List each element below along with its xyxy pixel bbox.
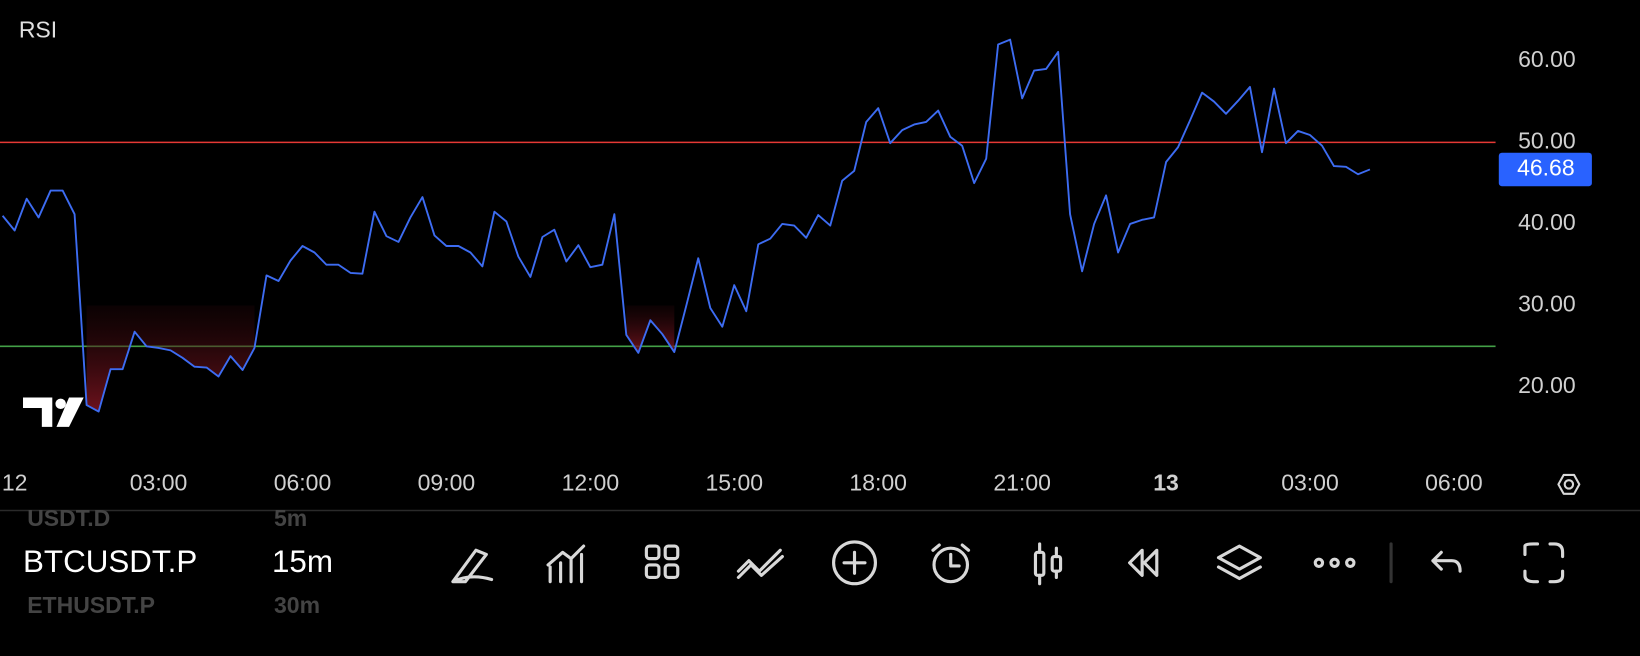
oversold-fill <box>86 305 255 412</box>
indicator-title: RSI <box>19 17 57 43</box>
layers-button[interactable] <box>1216 544 1262 581</box>
x-tick-label: 03:00 <box>130 469 188 495</box>
compare-button[interactable] <box>736 548 784 580</box>
y-tick-label: 20.00 <box>1518 372 1576 398</box>
settings-icon[interactable] <box>1557 473 1581 495</box>
layout-button[interactable] <box>644 544 680 580</box>
rsi-line <box>1 38 1371 413</box>
x-tick-label: 06:00 <box>274 469 332 495</box>
y-tick-label: 30.00 <box>1518 291 1576 317</box>
add-button[interactable] <box>832 540 878 586</box>
x-tick-label: 15:00 <box>705 469 763 495</box>
x-tick-label: 13 <box>1153 469 1179 495</box>
draw-tool[interactable] <box>451 548 494 584</box>
last-value-label: 46.68 <box>1517 155 1575 181</box>
interval[interactable]: 15m <box>272 544 333 579</box>
y-tick-label: 50.00 <box>1518 127 1576 153</box>
prev-interval[interactable]: 5m <box>274 505 307 531</box>
next-symbol[interactable]: ETHUSDT.P <box>27 592 155 618</box>
undo-button[interactable] <box>1431 550 1462 573</box>
more-button[interactable] <box>1313 557 1356 569</box>
x-tick-label: 12:00 <box>562 469 620 495</box>
x-tick-label: 21:00 <box>993 469 1051 495</box>
alert-button[interactable] <box>931 543 971 584</box>
symbol[interactable]: BTCUSDT.P <box>23 544 197 579</box>
x-tick-label: 03:00 <box>1281 469 1339 495</box>
next-interval[interactable]: 30m <box>274 592 320 618</box>
plot-area <box>0 38 1496 413</box>
indicators-button[interactable] <box>546 544 586 584</box>
replay-button[interactable] <box>1128 548 1159 577</box>
prev-symbol[interactable]: USDT.D <box>27 505 110 531</box>
x-tick-label: 12 <box>2 469 28 495</box>
y-tick-label: 40.00 <box>1518 209 1576 235</box>
x-tick-label: 18:00 <box>849 469 907 495</box>
chart-type-button[interactable] <box>1033 542 1063 586</box>
oversold-fill <box>626 305 675 353</box>
axes: 20.00 30.00 40.00 50.00 60.00 12 03:00 06:00 09:… <box>2 46 1592 495</box>
x-tick-label: 06:00 <box>1425 469 1483 495</box>
logo <box>23 397 84 427</box>
y-tick-label: 60.00 <box>1518 46 1576 72</box>
x-tick-label: 09:00 <box>418 469 476 495</box>
last-value-badge <box>1498 152 1592 187</box>
fullscreen-button[interactable] <box>1523 542 1565 584</box>
